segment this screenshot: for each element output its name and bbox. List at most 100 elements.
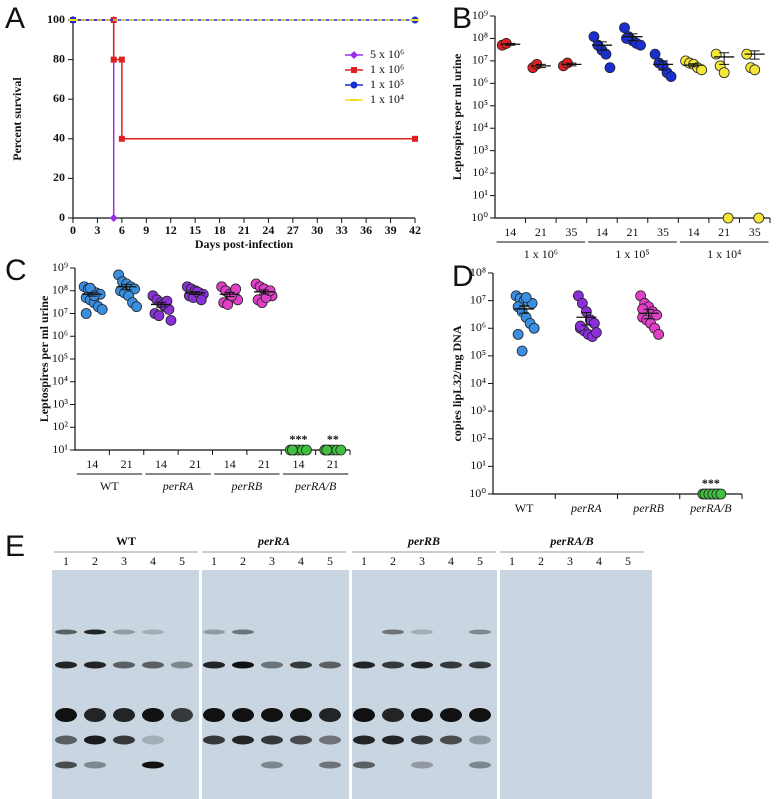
error-bar [121, 283, 132, 291]
data-point [301, 444, 312, 456]
survival-line [73, 19, 415, 140]
data-point [621, 33, 632, 44]
blot-band [84, 661, 106, 669]
data-point [195, 294, 207, 306]
error-bar [87, 292, 98, 297]
data-point [264, 285, 276, 297]
blot-band [232, 735, 254, 745]
blot-band [440, 708, 462, 722]
panel-letter: D [452, 260, 474, 293]
x-tick-label: 0 [70, 223, 76, 237]
lane-label: 3 [269, 554, 275, 568]
lane-label: 2 [92, 554, 98, 568]
y-tick-label: 10¹ [470, 458, 486, 472]
x-tick-label: 35 [657, 225, 669, 239]
x-tick-label: 21 [718, 225, 730, 239]
blot-band [411, 661, 433, 669]
blot-band [382, 708, 404, 722]
x-tick-label: 9 [143, 223, 149, 237]
y-tick-label: 10⁵ [52, 351, 68, 365]
blot-band [55, 708, 77, 722]
lane-label: 3 [567, 554, 573, 568]
y-tick-label: 10¹ [472, 187, 488, 201]
blot-band [469, 629, 491, 635]
blot-band [382, 629, 404, 635]
blot-band [382, 661, 404, 669]
blot-band [261, 661, 283, 669]
panel-letter: E [5, 530, 25, 563]
point [411, 19, 419, 21]
x-tick-label: 35 [565, 225, 577, 239]
blot-band [84, 708, 106, 722]
data-point [321, 444, 333, 456]
blot-band [261, 708, 283, 722]
error-bar [627, 33, 638, 42]
group-label: 1 x 10⁵ [615, 247, 649, 261]
data-point [651, 309, 663, 321]
y-tick-label: 10⁷ [52, 305, 68, 319]
blot-group-label: perRB [407, 534, 440, 548]
error-bar [224, 291, 235, 298]
blot-band [113, 661, 135, 669]
data-point [153, 310, 165, 322]
x-tick-label: 33 [336, 223, 348, 237]
blot-band [142, 629, 164, 635]
error-bar [505, 42, 516, 46]
blot-band [203, 735, 225, 745]
lane-label: 2 [240, 554, 246, 568]
x-tick-label: 14 [224, 457, 236, 471]
data-point [287, 444, 298, 456]
lane-label: 2 [538, 554, 544, 568]
x-tick-label: 15 [189, 223, 201, 237]
blot-band [142, 661, 164, 669]
data-point [715, 488, 727, 500]
y-tick-label: 10² [470, 431, 486, 445]
data-point [604, 62, 616, 74]
y-tick-label: 80 [53, 51, 65, 65]
blot-band [113, 708, 135, 722]
x-tick-label: perRA [570, 501, 602, 515]
y-axis-label: copies lipL32/mg DNA [450, 325, 464, 441]
lane-label: 4 [298, 554, 304, 568]
significance: ** [327, 432, 339, 446]
x-tick-label: perRB [632, 501, 664, 515]
data-point [590, 327, 602, 338]
x-tick-label: 21 [327, 457, 339, 471]
data-point [749, 64, 761, 76]
lane-label: 4 [448, 554, 454, 568]
y-tick-label: 10⁴ [52, 374, 68, 388]
data-point [80, 308, 92, 319]
error-bar [566, 62, 577, 67]
lane-label: 2 [390, 554, 396, 568]
data-point [131, 301, 142, 313]
blot-band [232, 708, 254, 722]
y-tick-label: 10⁸ [472, 30, 488, 44]
data-point [653, 328, 665, 340]
lane-label: 1 [509, 554, 515, 568]
point [412, 135, 418, 142]
y-tick-label: 10⁷ [472, 53, 488, 67]
blot-divider [199, 570, 202, 799]
y-tick-label: 10⁶ [472, 75, 488, 89]
legend-label: 5 x 10⁶ [370, 47, 404, 61]
data-point [619, 22, 630, 34]
significance: *** [289, 432, 307, 446]
blot-band [353, 761, 375, 769]
group-label: perRB [231, 479, 263, 493]
y-tick-label: 10⁸ [52, 283, 68, 297]
data-point [710, 48, 722, 60]
data-point [222, 299, 234, 310]
y-tick-label: 10⁵ [470, 348, 486, 362]
axis [74, 268, 350, 451]
lane-label: 4 [150, 554, 156, 568]
blot-band [353, 708, 375, 722]
x-tick-label: 21 [535, 225, 547, 239]
lane-label: 1 [361, 554, 367, 568]
survival-line [73, 19, 115, 218]
error-bar [719, 52, 730, 65]
x-tick-label: 24 [262, 223, 274, 237]
blot-band [411, 629, 433, 635]
y-tick-label: 10⁹ [472, 8, 488, 22]
data-point [165, 314, 177, 326]
